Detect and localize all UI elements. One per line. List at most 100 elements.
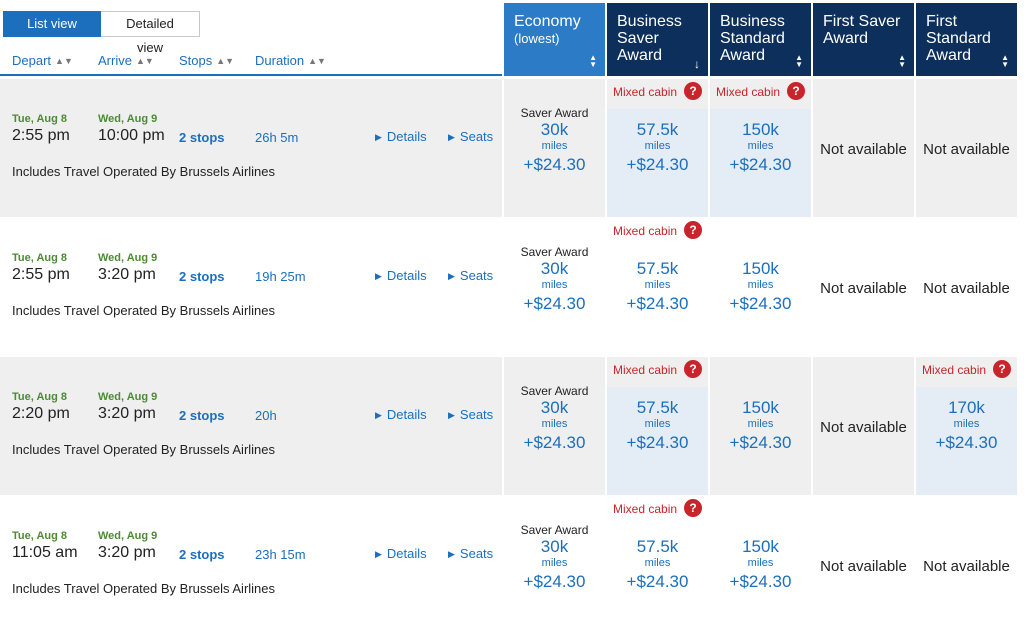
fare-cell[interactable]: Saver Award 30k miles +$24.30 bbox=[504, 79, 605, 217]
fare-header-3[interactable]: First Saver Award ▲ ▼ bbox=[813, 3, 914, 76]
help-icon[interactable]: ? bbox=[684, 360, 702, 378]
mixed-cabin-label: Mixed cabin bbox=[922, 363, 987, 377]
fare-cell[interactable]: 150k miles +$24.30 bbox=[710, 218, 811, 356]
fare-cell[interactable]: Mixed cabin? 170k miles +$24.30 bbox=[916, 357, 1017, 495]
sort-icon: ▲▼ bbox=[1001, 53, 1009, 69]
fare-price: +$24.30 bbox=[729, 433, 792, 452]
seats-link[interactable]: ▶ Seats bbox=[448, 546, 493, 561]
fare-cell[interactable]: Not available bbox=[813, 357, 914, 495]
sort-icon: ▲▼ bbox=[589, 53, 597, 69]
mixed-cabin-label: Mixed cabin bbox=[613, 85, 678, 99]
fare-header-2[interactable]: Business Standard Award ▲ ▼ bbox=[710, 3, 811, 76]
sort-duration[interactable]: Duration ▲▼ bbox=[255, 53, 326, 68]
fare-price: +$24.30 bbox=[729, 155, 792, 174]
award-type: Saver Award bbox=[520, 523, 589, 537]
help-icon[interactable]: ? bbox=[684, 82, 702, 100]
miles-value: 150k bbox=[742, 259, 779, 278]
fare-cell[interactable]: Not available bbox=[916, 218, 1017, 356]
fare-price: +$24.30 bbox=[626, 433, 689, 452]
sort-stops[interactable]: Stops ▲▼ bbox=[179, 53, 234, 68]
fare-cell[interactable]: 150k miles +$24.30 bbox=[710, 496, 811, 633]
miles-value: 150k bbox=[742, 398, 779, 417]
fare-cell[interactable]: Mixed cabin? 57.5k miles +$24.30 bbox=[607, 79, 708, 217]
fare-detail: 150k miles +$24.30 bbox=[710, 387, 811, 495]
fare-cell[interactable]: Mixed cabin? 57.5k miles +$24.30 bbox=[607, 496, 708, 633]
detailed-view-button[interactable]: Detailed view bbox=[101, 11, 200, 55]
fare-detail: 57.5k miles +$24.30 bbox=[607, 109, 708, 217]
help-icon[interactable]: ? bbox=[787, 82, 805, 100]
miles-label: miles bbox=[644, 418, 671, 430]
fare-detail: 57.5k miles +$24.30 bbox=[607, 526, 708, 633]
miles-label: miles bbox=[541, 418, 568, 430]
flight-info: Tue, Aug 8 2:55 pm Wed, Aug 9 10:00 pm 2 sto… bbox=[0, 79, 502, 217]
mixed-cabin: Mixed cabin? bbox=[607, 79, 708, 109]
stops-link[interactable]: 2 stops bbox=[179, 130, 225, 145]
not-available: Not available bbox=[820, 141, 907, 158]
stops-link[interactable]: 2 stops bbox=[179, 408, 225, 423]
fare-header-title: First Standard Award bbox=[926, 13, 991, 64]
fare-cell[interactable]: Not available bbox=[916, 496, 1017, 633]
help-icon[interactable]: ? bbox=[993, 360, 1011, 378]
fare-detail: Saver Award 30k miles +$24.30 bbox=[504, 106, 605, 217]
details-link[interactable]: ▶ Details bbox=[375, 268, 427, 283]
seats-label: Seats bbox=[459, 268, 494, 283]
fare-price: +$24.30 bbox=[523, 572, 586, 591]
fare-cell[interactable]: Saver Award 30k miles +$24.30 bbox=[504, 496, 605, 633]
sort-icon: ▲▼ bbox=[898, 53, 906, 69]
fare-header-0[interactable]: Economy (lowest) ▲ ▼ bbox=[504, 3, 605, 76]
award-type: Saver Award bbox=[520, 106, 589, 120]
operated-by: Includes Travel Operated By Brussels Air… bbox=[12, 303, 276, 318]
help-icon[interactable]: ? bbox=[684, 221, 702, 239]
fare-price: +$24.30 bbox=[729, 572, 792, 591]
details-link[interactable]: ▶ Details bbox=[375, 407, 427, 422]
fare-cell[interactable]: Saver Award 30k miles +$24.30 bbox=[504, 357, 605, 495]
miles-label: miles bbox=[644, 279, 671, 291]
fare-cell[interactable]: Not available bbox=[813, 496, 914, 633]
caret-right-icon: ▶ bbox=[375, 271, 382, 281]
flight-row: Tue, Aug 8 11:05 am Wed, Aug 9 3:20 pm 2 sto… bbox=[0, 496, 1024, 633]
stops-link[interactable]: 2 stops bbox=[179, 269, 225, 284]
sort-arrive[interactable]: Arrive ▲▼ bbox=[98, 53, 154, 68]
details-link[interactable]: ▶ Details bbox=[375, 129, 427, 144]
stops-link[interactable]: 2 stops bbox=[179, 547, 225, 562]
caret-right-icon: ▶ bbox=[448, 271, 455, 281]
seats-link[interactable]: ▶ Seats bbox=[448, 268, 493, 283]
fare-cell[interactable]: Not available bbox=[813, 218, 914, 356]
flight-row: Tue, Aug 8 2:55 pm Wed, Aug 9 3:20 pm 2 stop… bbox=[0, 218, 1024, 356]
depart-date: Tue, Aug 8 bbox=[12, 252, 67, 264]
mixed-cabin: Mixed cabin? bbox=[607, 357, 708, 387]
fare-header-4[interactable]: First Standard Award ▲ ▼ bbox=[916, 3, 1017, 76]
mixed-cabin-label: Mixed cabin bbox=[613, 224, 678, 238]
seats-link[interactable]: ▶ Seats bbox=[448, 129, 493, 144]
list-view-button[interactable]: List view bbox=[3, 11, 101, 37]
miles-label: miles bbox=[747, 140, 774, 152]
fare-detail: 150k miles +$24.30 bbox=[710, 109, 811, 217]
fare-cell[interactable]: Saver Award 30k miles +$24.30 bbox=[504, 218, 605, 356]
fare-header-title: Business Standard Award bbox=[720, 13, 785, 64]
fare-detail: Saver Award 30k miles +$24.30 bbox=[504, 384, 605, 495]
caret-right-icon: ▶ bbox=[448, 549, 455, 559]
caret-right-icon: ▶ bbox=[448, 410, 455, 420]
caret-right-icon: ▶ bbox=[448, 132, 455, 142]
depart-label: Depart bbox=[12, 53, 52, 68]
seats-link[interactable]: ▶ Seats bbox=[448, 407, 493, 422]
sort-depart[interactable]: Depart ▲▼ bbox=[12, 53, 73, 68]
not-available: Not available bbox=[820, 280, 907, 297]
fare-header-1[interactable]: Business Saver Award ↓ bbox=[607, 3, 708, 76]
fare-cell[interactable]: 150k miles +$24.30 bbox=[710, 357, 811, 495]
award-type: Saver Award bbox=[520, 384, 589, 398]
fare-cell[interactable]: Mixed cabin? 57.5k miles +$24.30 bbox=[607, 357, 708, 495]
not-available: Not available bbox=[923, 141, 1010, 158]
duration: 19h 25m bbox=[255, 269, 306, 284]
mixed-cabin: Mixed cabin? bbox=[710, 79, 811, 109]
sort-icon: ▲▼ bbox=[135, 56, 154, 66]
arrive-date: Wed, Aug 9 bbox=[98, 530, 158, 542]
fare-cell[interactable]: Not available bbox=[916, 79, 1017, 217]
depart-time: 2:20 pm bbox=[12, 405, 70, 422]
miles-label: miles bbox=[747, 279, 774, 291]
help-icon[interactable]: ? bbox=[684, 499, 702, 517]
fare-cell[interactable]: Not available bbox=[813, 79, 914, 217]
fare-cell[interactable]: Mixed cabin? 150k miles +$24.30 bbox=[710, 79, 811, 217]
fare-cell[interactable]: Mixed cabin? 57.5k miles +$24.30 bbox=[607, 218, 708, 356]
details-link[interactable]: ▶ Details bbox=[375, 546, 427, 561]
